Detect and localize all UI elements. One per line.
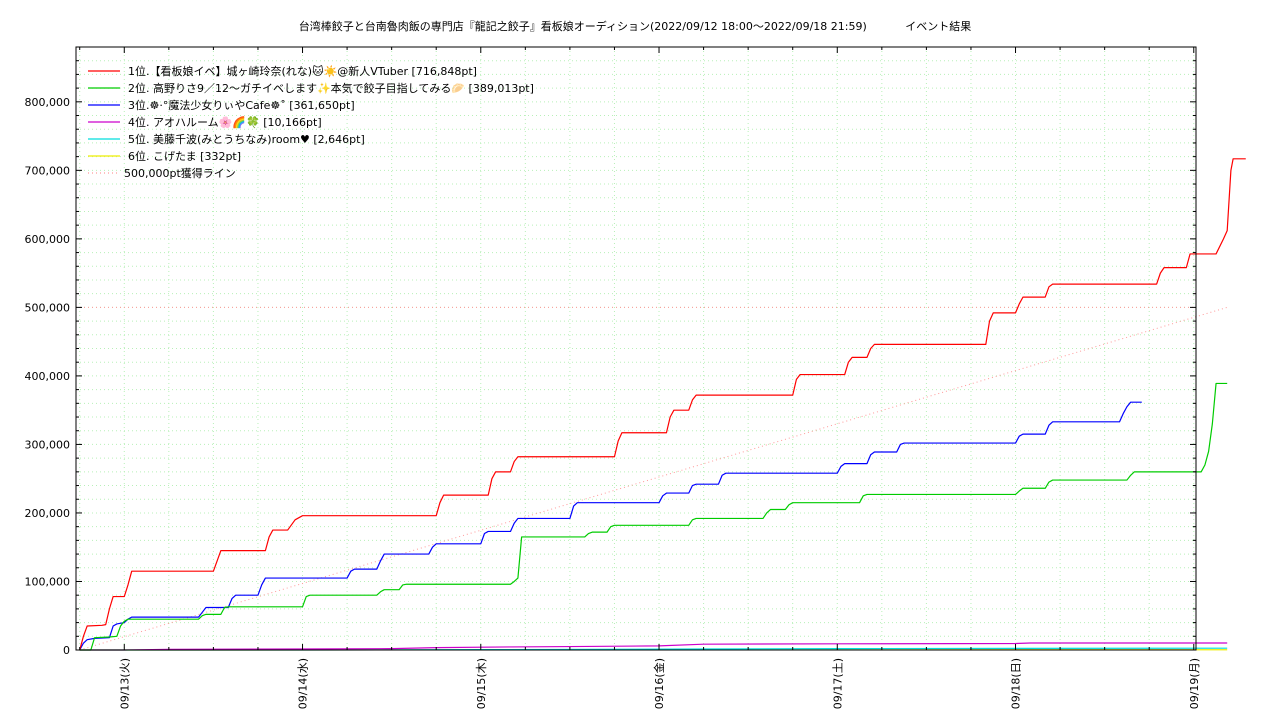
y-tick-label: 400,000 <box>25 370 71 383</box>
x-tick-label: 09/18(日) <box>1010 658 1023 709</box>
legend-label: 4位. アオハルーム🌸🌈🍀 [10,166pt] <box>128 115 322 129</box>
series-lines <box>76 158 1246 651</box>
x-tick-label: 09/16(金) <box>652 658 666 709</box>
y-tick-label: 0 <box>63 644 70 657</box>
x-tick-label: 09/17(土) <box>831 658 844 709</box>
grid <box>76 47 1196 650</box>
series-line-1 <box>79 158 1246 651</box>
y-tick-label: 500,000 <box>25 301 71 314</box>
x-tick-label: 09/19(月) <box>1188 658 1201 709</box>
legend-label: 3位.☸·°魔法少女りぃやCafe☸˚ [361,650pt] <box>128 98 355 112</box>
x-tick-label: 09/15(木) <box>475 658 488 709</box>
y-tick-label: 100,000 <box>25 575 71 588</box>
series-line-3 <box>79 401 1142 651</box>
x-tick-label: 09/13(火) <box>118 658 131 709</box>
y-tick-label: 800,000 <box>25 96 71 109</box>
reference-line <box>79 306 1228 651</box>
legend-label: 6位. こげたま [332pt] <box>128 149 241 163</box>
legend-label: 5位. 美藤千波(みとうちなみ)room♥ [2,646pt] <box>128 132 365 146</box>
legend-label: 2位. 高野りさ9／12〜ガチイベします✨本気で餃子目指してみる🥟 [389,0… <box>128 81 534 95</box>
legend: 1位.【看板娘イベ】城ヶ崎玲奈(れな)🐱☀️@新人VTuber [716,848… <box>88 64 534 180</box>
x-tick-label: 09/14(水) <box>297 658 310 709</box>
y-tick-label: 600,000 <box>25 233 71 246</box>
legend-label: 1位.【看板娘イベ】城ヶ崎玲奈(れな)🐱☀️@新人VTuber [716,848… <box>128 64 477 78</box>
series-line-4 <box>79 642 1228 651</box>
y-tick-label: 300,000 <box>25 438 71 451</box>
y-tick-label: 200,000 <box>25 507 71 520</box>
y-tick-label: 700,000 <box>25 164 71 177</box>
series-line-2 <box>79 382 1228 651</box>
axis-ticks: 0 100,000 200,000 300,000 400,000 500,000 600,… <box>25 47 1201 709</box>
legend-label: 500,000pt獲得ライン <box>124 167 236 180</box>
chart-title: 台湾棒餃子と台南魯肉飯の専門店『龍記之餃子』看板娘オーディション(2022/09… <box>298 20 972 33</box>
